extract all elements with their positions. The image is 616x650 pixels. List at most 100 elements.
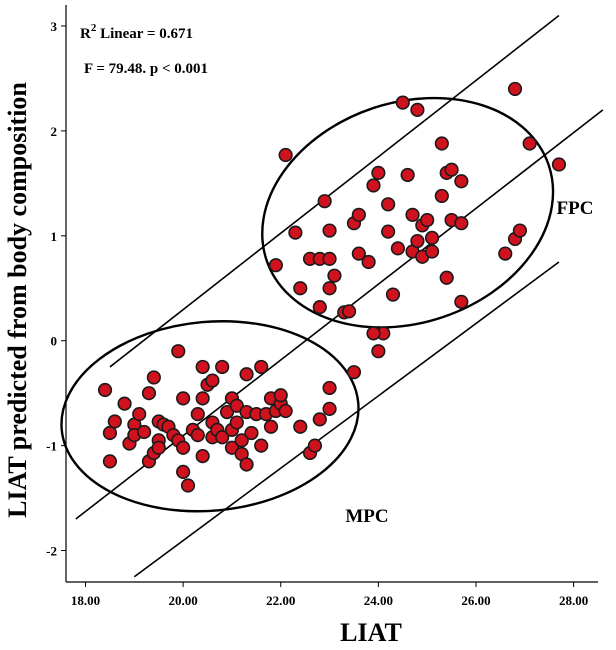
- data-point: [97, 382, 113, 398]
- data-point: [268, 258, 283, 273]
- r-squared-label: R2 Linear = 0.671: [80, 22, 193, 42]
- data-point: [293, 419, 308, 434]
- data-point: [107, 414, 122, 429]
- data-point: [351, 207, 366, 222]
- data-point: [288, 225, 303, 240]
- data-point: [224, 440, 240, 455]
- axes: [61, 5, 598, 587]
- data-point: [454, 216, 469, 231]
- data-point: [254, 359, 269, 375]
- f-statistic-label: F = 79.48. p < 0.001: [84, 61, 208, 77]
- x-tick-label: 24.00: [364, 593, 393, 608]
- data-point: [102, 425, 118, 441]
- data-point: [322, 223, 337, 238]
- data-point: [341, 304, 357, 319]
- data-point: [551, 157, 567, 172]
- reference-line: [109, 14, 560, 368]
- y-tick-label: -1: [46, 439, 57, 454]
- x-tick-label: 20.00: [169, 593, 198, 608]
- data-point: [195, 449, 210, 464]
- data-point: [444, 162, 459, 177]
- tick-labels: 18.00 20.00 22.00 24.00 26.00 28.00 -2 -1 0 1 2 3: [46, 19, 588, 608]
- data-point: [239, 367, 254, 382]
- y-tick-label: 2: [51, 124, 58, 139]
- data-point: [366, 326, 381, 341]
- data-point: [190, 407, 205, 422]
- data-point: [180, 478, 196, 493]
- group-ellipse-fpc: [261, 96, 555, 329]
- data-point: [410, 102, 425, 118]
- data-point: [278, 403, 293, 419]
- data-point: [278, 147, 293, 163]
- x-tick-label: 18.00: [71, 593, 100, 608]
- data-point: [244, 425, 259, 441]
- data-point: [424, 244, 440, 259]
- x-tick-label: 28.00: [559, 593, 588, 608]
- y-axis-title: LIAT predicted from body composition: [3, 82, 32, 518]
- data-point: [522, 136, 537, 151]
- data-point: [507, 81, 523, 97]
- data-point: [307, 438, 323, 453]
- data-point: [190, 428, 205, 443]
- data-point: [263, 419, 279, 434]
- data-point: [454, 174, 469, 189]
- group-label-fpc: FPC: [557, 198, 594, 219]
- data-point: [254, 438, 269, 453]
- data-point: [195, 359, 210, 375]
- data-point: [234, 433, 249, 448]
- data-point: [405, 207, 420, 222]
- data-point: [366, 178, 381, 193]
- data-point: [312, 412, 327, 427]
- y-tick-label: 1: [51, 229, 58, 244]
- group-ellipses: FPC MPC: [60, 96, 594, 527]
- data-point: [395, 95, 410, 110]
- data-point: [424, 230, 440, 245]
- data-point: [434, 188, 449, 204]
- reference-line: [133, 261, 560, 578]
- data-point: [312, 300, 327, 315]
- data-point: [410, 233, 425, 249]
- data-point: [239, 457, 254, 472]
- data-point: [346, 365, 362, 380]
- data-point: [205, 373, 220, 388]
- data-point: [146, 370, 161, 385]
- data-point: [454, 294, 469, 309]
- data-point: [273, 388, 288, 403]
- data-point: [390, 241, 405, 256]
- x-axis-title: LIAT: [340, 618, 402, 647]
- x-tick-label: 26.00: [461, 593, 490, 608]
- data-point: [195, 391, 210, 406]
- data-point: [136, 424, 152, 440]
- data-point: [215, 430, 230, 445]
- data-point: [371, 165, 386, 180]
- y-tick-label: -2: [46, 544, 57, 559]
- data-point: [176, 440, 191, 455]
- x-tick-label: 22.00: [266, 593, 295, 608]
- group-label-mpc: MPC: [345, 506, 388, 527]
- data-point: [317, 194, 332, 209]
- data-point: [434, 136, 449, 151]
- data-point: [151, 440, 166, 455]
- data-point: [400, 167, 415, 183]
- data-point: [498, 246, 513, 261]
- data-point: [176, 391, 191, 406]
- data-point: [371, 344, 386, 359]
- y-tick-label: 3: [51, 19, 58, 34]
- data-point: [361, 254, 376, 270]
- data-points: [97, 81, 567, 493]
- data-point: [229, 398, 244, 413]
- data-point: [229, 415, 244, 430]
- data-point: [176, 464, 191, 479]
- data-point: [293, 281, 308, 296]
- data-point: [117, 396, 132, 411]
- group-ellipse-mpc: [60, 320, 360, 513]
- reference-lines: [75, 14, 604, 578]
- data-point: [322, 251, 337, 266]
- data-point: [322, 380, 337, 396]
- data-point: [327, 268, 342, 283]
- y-tick-label: 0: [51, 334, 58, 349]
- data-point: [322, 401, 337, 417]
- data-point: [420, 212, 435, 228]
- data-point: [132, 407, 147, 422]
